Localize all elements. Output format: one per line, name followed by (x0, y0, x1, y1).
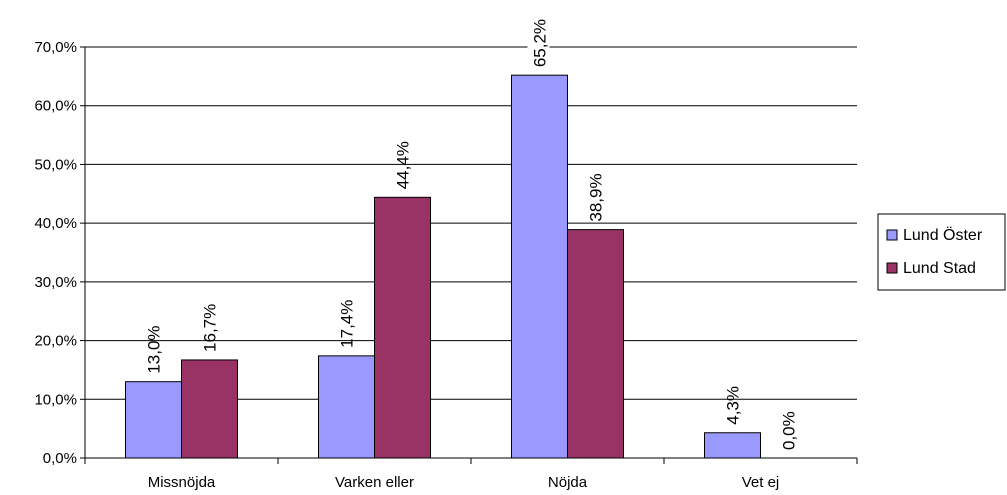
category-label: Nöjda (548, 474, 588, 491)
y-tick-label: 0,0% (43, 450, 77, 467)
legend-label-lund-stad: Lund Stad (903, 260, 976, 277)
bar-lund-oster (511, 74, 568, 459)
category-label: Missnöjda (148, 474, 216, 491)
category-label: Vet ej (742, 474, 780, 491)
bars (125, 74, 761, 459)
data-label: 17,4% (337, 300, 356, 348)
bar-lund-oster (125, 381, 182, 459)
category-label: Varken eller (335, 474, 414, 491)
y-tick-label: 50,0% (34, 156, 77, 173)
data-label: 16,7% (201, 304, 220, 352)
data-label: 44,4% (394, 141, 413, 189)
data-label: 13,0% (145, 325, 164, 373)
y-tick-label: 60,0% (34, 98, 77, 115)
bar-lund-stad (181, 359, 238, 459)
legend-swatch-lund-oster (886, 229, 898, 241)
data-label: 65,2% (531, 19, 550, 67)
bar-lund-oster (704, 432, 761, 459)
axes (84, 47, 858, 464)
gridlines (85, 46, 857, 400)
y-tick-label: 10,0% (34, 391, 77, 408)
bar-lund-oster (318, 355, 375, 459)
data-label: 0,0% (780, 411, 799, 450)
data-label: 4,3% (724, 386, 743, 425)
legend-box (877, 213, 1006, 291)
data-label-background (527, 16, 550, 70)
category-labels: Missnöjda Varken eller Nöjda Vet ej (148, 474, 780, 491)
legend-swatch-lund-stad (886, 262, 898, 274)
legend-label-lund-oster: Lund Öster (903, 226, 983, 244)
legend: Lund Öster Lund Stad (877, 213, 1006, 291)
y-tick-label: 40,0% (34, 215, 77, 232)
data-labels: 13,0% 16,7% 17,4% 44,4% 65,2% 38,9% 4,3% 0,0% (145, 16, 799, 450)
y-tick-label: 30,0% (34, 274, 77, 291)
y-tick-label: 70,0% (34, 39, 77, 56)
data-label: 38,9% (587, 173, 606, 221)
y-tick-label: 20,0% (34, 333, 77, 350)
bar-lund-stad (374, 196, 431, 459)
y-axis-ticks: 0,0% 10,0% 20,0% 30,0% 40,0% 50,0% 60,0% 70,0% (34, 39, 85, 467)
bar-lund-stad (567, 229, 624, 459)
